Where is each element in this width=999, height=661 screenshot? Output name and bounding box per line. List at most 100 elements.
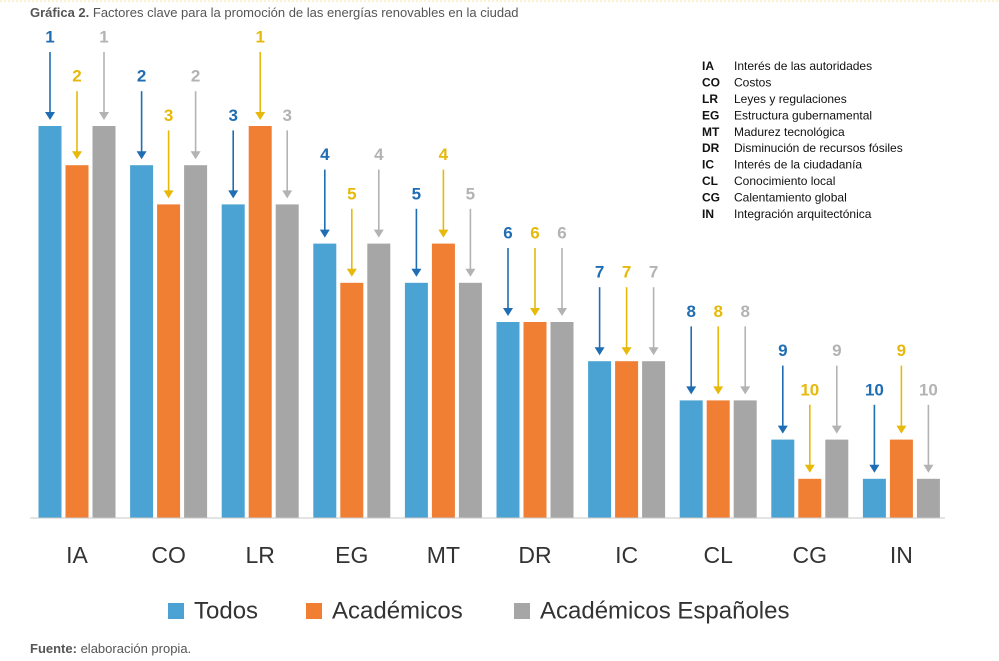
rank-arrowhead <box>465 268 476 277</box>
rank-arrowhead <box>163 190 174 199</box>
x-tick-label: DR <box>518 542 551 568</box>
abbreviation-label: Interés de la ciudadanía <box>734 158 862 172</box>
rank-label: 5 <box>466 184 475 203</box>
rank-label: 8 <box>686 302 695 321</box>
abbreviation-label: Calentamiento global <box>734 190 847 204</box>
bar <box>679 400 703 518</box>
source-text: elaboración propia. <box>81 641 192 656</box>
bar <box>825 439 849 518</box>
abbreviation-code: CO <box>702 76 720 90</box>
bar <box>733 400 757 518</box>
rank-arrowhead <box>804 464 815 473</box>
legend-label: Académicos <box>332 597 463 624</box>
x-tick-label: CL <box>703 542 733 568</box>
bar <box>771 439 795 518</box>
rank-arrowhead <box>319 229 330 238</box>
rank-arrowhead <box>621 347 632 356</box>
rank-label: 5 <box>412 184 421 203</box>
rank-label: 2 <box>137 67 146 86</box>
rank-arrowhead <box>411 268 422 277</box>
rank-label: 9 <box>832 341 841 360</box>
bar <box>642 361 666 518</box>
rank-arrowhead <box>282 190 293 199</box>
rank-arrowhead <box>136 151 147 160</box>
bar <box>157 204 181 518</box>
x-tick-label: LR <box>245 542 274 568</box>
rank-arrowhead <box>438 229 449 238</box>
rank-arrowhead <box>923 464 934 473</box>
bar <box>431 243 455 518</box>
rank-label: 4 <box>320 145 330 164</box>
rank-arrowhead <box>594 347 605 356</box>
rank-label: 10 <box>800 380 819 399</box>
legend-swatch <box>514 603 530 619</box>
bar <box>916 478 940 518</box>
abbreviation-code: CL <box>702 174 718 188</box>
rank-label: 4 <box>439 145 449 164</box>
abbreviation-label: Integración arquitectónica <box>734 207 872 221</box>
x-tick-label: EG <box>335 542 368 568</box>
bar <box>458 282 482 518</box>
legend-swatch <box>306 603 322 619</box>
x-tick-label: CG <box>793 542 828 568</box>
bar <box>248 126 272 518</box>
rank-label: 10 <box>865 380 884 399</box>
title-text: Factores clave para la promoción de las … <box>93 5 519 20</box>
rank-arrowhead <box>713 386 724 395</box>
abbreviation-code: IC <box>702 158 714 172</box>
abbreviation-label: Estructura gubernamental <box>734 108 872 122</box>
bar <box>367 243 391 518</box>
rank-label: 1 <box>255 27 264 46</box>
bar <box>275 204 299 518</box>
rank-arrowhead <box>45 112 55 120</box>
bar <box>706 400 730 518</box>
rank-label: 3 <box>228 106 237 125</box>
abbreviation-code: DR <box>702 141 720 155</box>
rank-arrowhead <box>557 308 567 316</box>
bar <box>340 282 364 518</box>
bar <box>550 322 574 518</box>
rank-arrowhead <box>530 308 540 316</box>
rank-label: 8 <box>713 302 722 321</box>
rank-arrowhead <box>896 425 907 434</box>
bar <box>523 322 547 518</box>
x-tick-label: IC <box>615 542 638 568</box>
abbreviation-label: Madurez tecnológica <box>734 125 845 139</box>
bar <box>221 204 245 518</box>
abbreviation-label: Interés de las autoridades <box>734 59 872 73</box>
x-tick-label: CO <box>151 542 186 568</box>
abbreviation-label: Costos <box>734 76 771 90</box>
abbreviation-label: Disminución de recursos fósiles <box>734 141 903 155</box>
rank-arrowhead <box>869 464 880 473</box>
abbreviation-code: MT <box>702 125 720 139</box>
abbreviation-code: IN <box>702 207 714 221</box>
rank-label: 1 <box>99 27 108 46</box>
abbreviation-code: EG <box>702 108 719 122</box>
bar <box>184 165 208 518</box>
bar <box>92 126 116 518</box>
rank-label: 7 <box>622 263 631 282</box>
x-tick-label: IN <box>890 542 913 568</box>
rank-label: 2 <box>72 67 81 86</box>
bar <box>404 282 428 518</box>
rank-label: 10 <box>919 380 938 399</box>
bar <box>862 478 886 518</box>
bar <box>798 478 822 518</box>
rank-label: 9 <box>778 341 787 360</box>
abbreviation-code: LR <box>702 92 718 106</box>
rank-label: 3 <box>282 106 291 125</box>
bar <box>313 243 337 518</box>
abbreviation-code: CG <box>702 190 720 204</box>
rank-arrowhead <box>831 425 842 434</box>
rank-label: 6 <box>503 223 512 242</box>
abbreviation-label: Conocimiento local <box>734 174 835 188</box>
rank-arrowhead <box>346 268 357 277</box>
abbreviation-label: Leyes y regulaciones <box>734 92 847 106</box>
rank-arrowhead <box>99 112 109 120</box>
x-tick-label: MT <box>427 542 460 568</box>
rank-arrowhead <box>686 386 697 395</box>
chart-title: Gráfica 2. Factores clave para la promoc… <box>30 5 519 20</box>
rank-label: 6 <box>530 223 539 242</box>
rank-label: 2 <box>191 67 200 86</box>
rank-label: 3 <box>164 106 173 125</box>
